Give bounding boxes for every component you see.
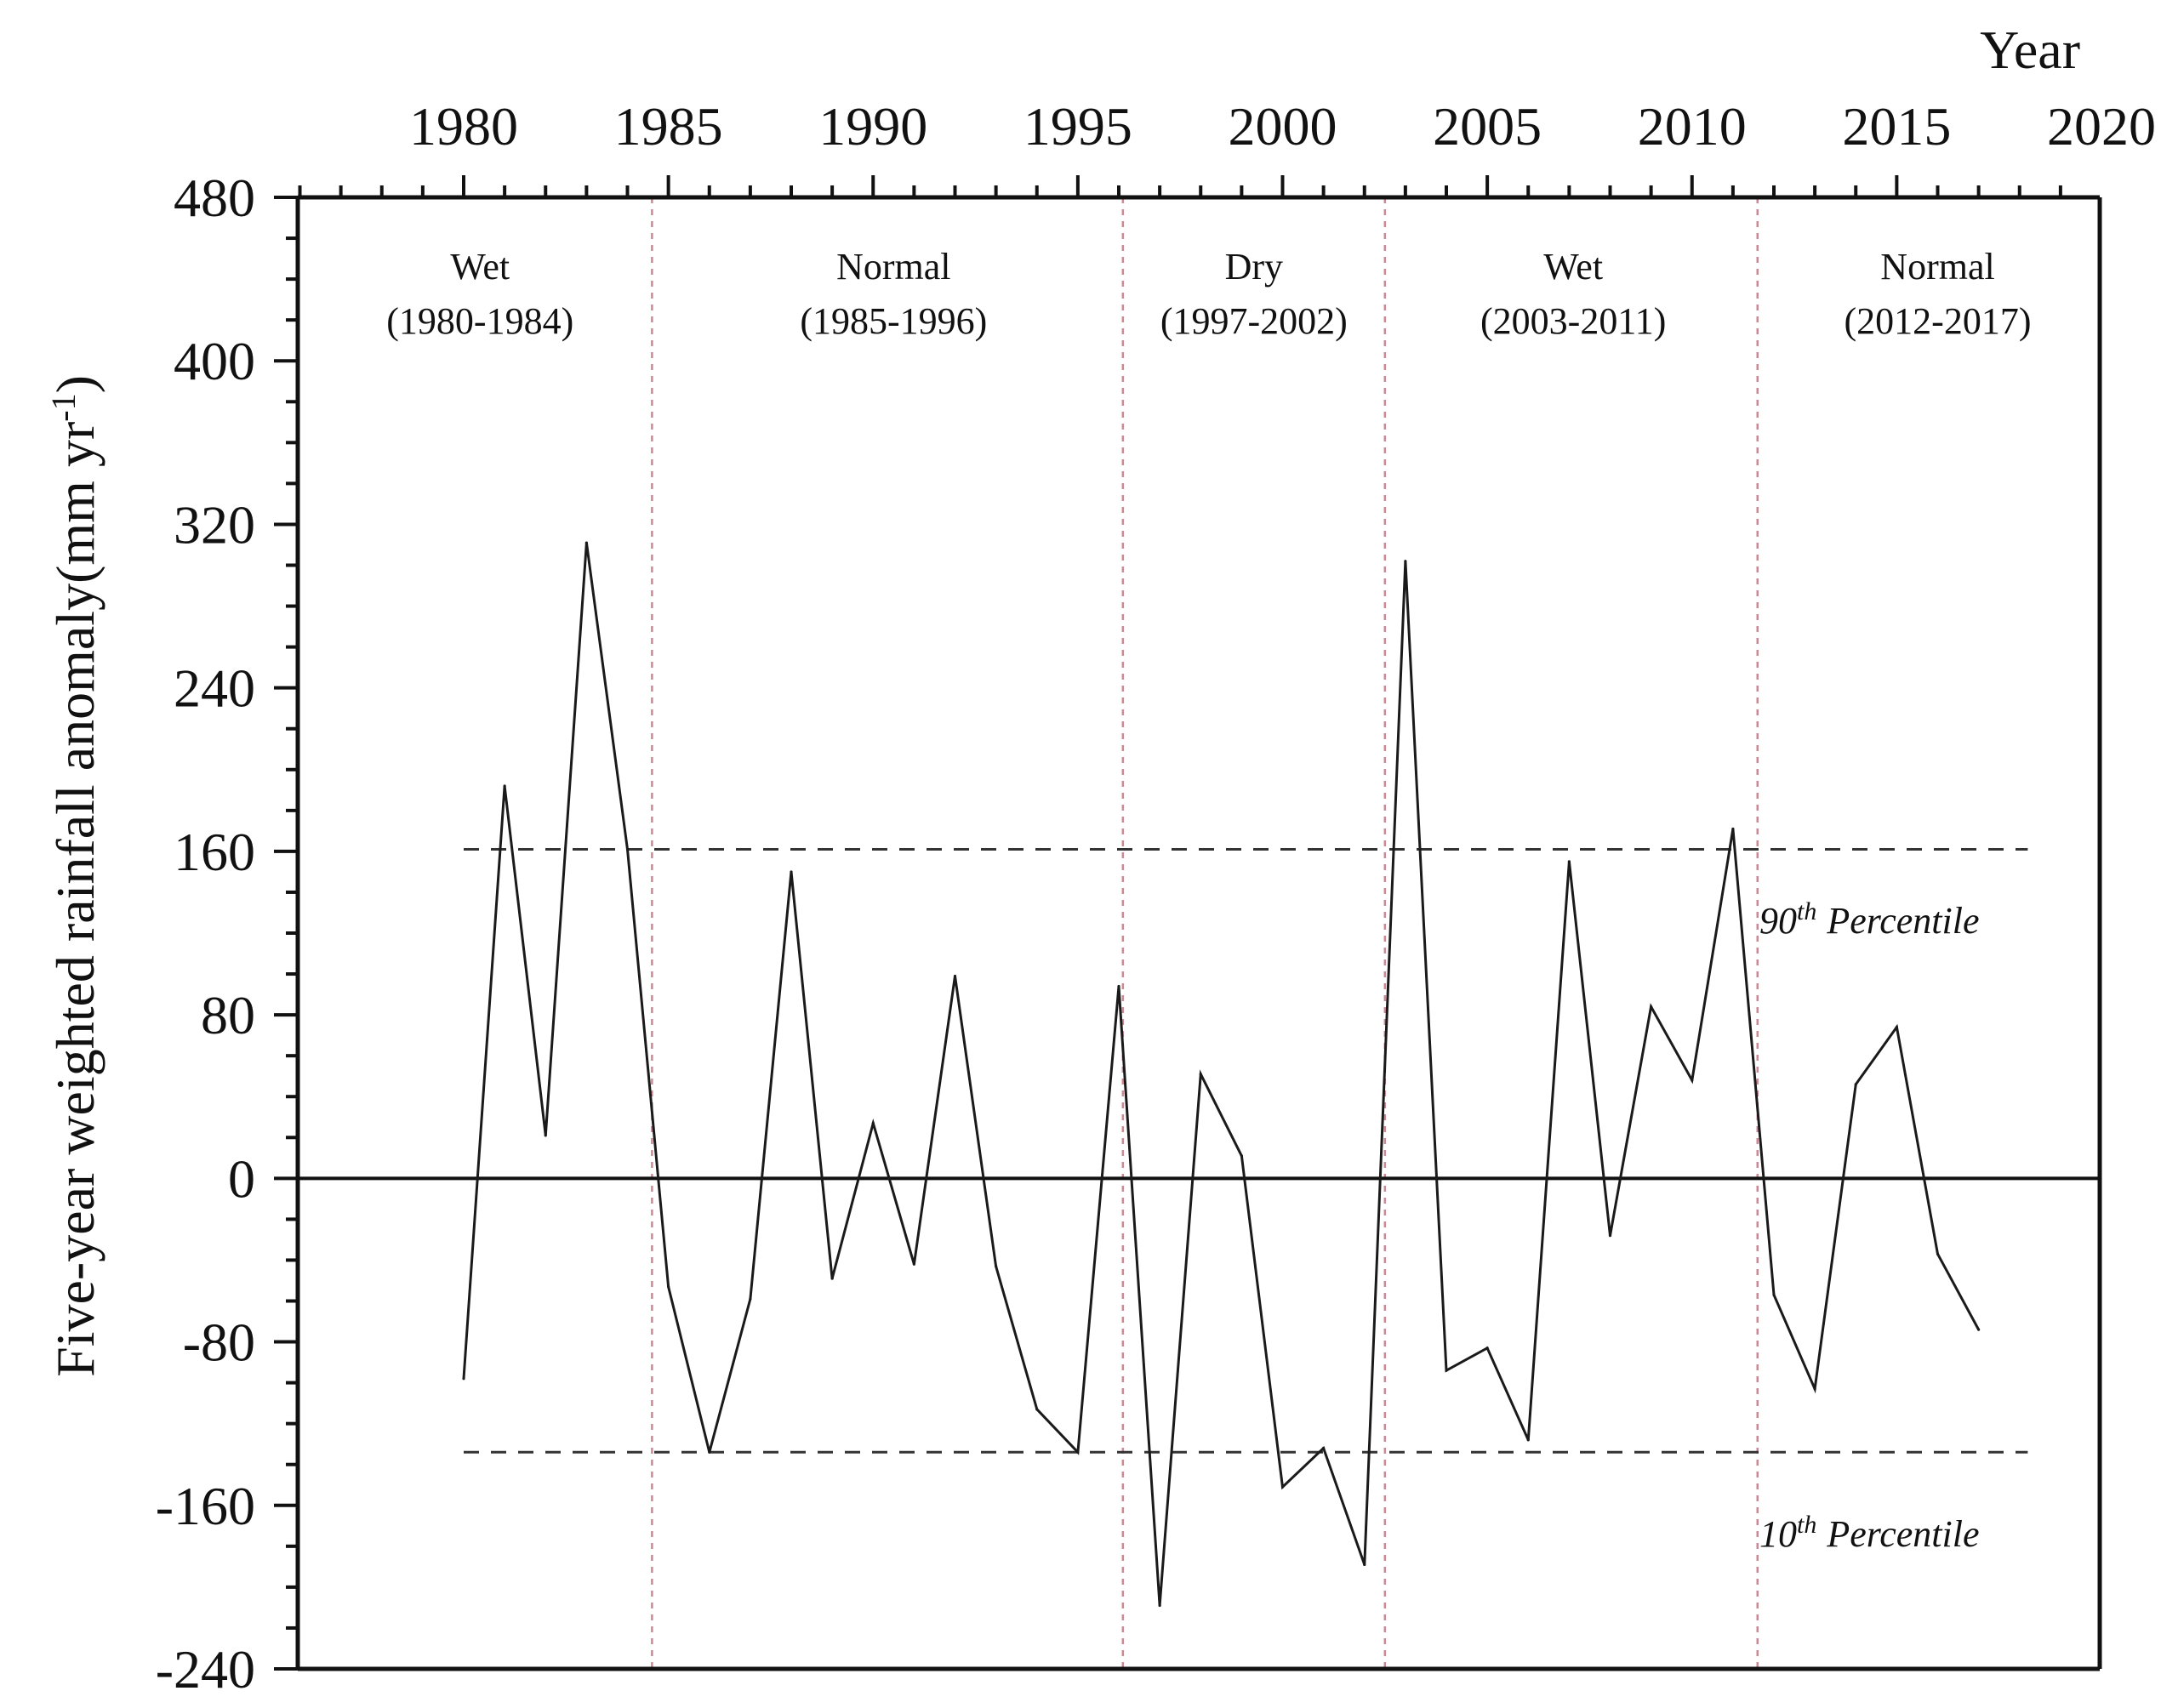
y-axis-title-close: ): [45, 375, 105, 393]
y-tick-label: -80: [183, 1312, 255, 1373]
data-point: [584, 541, 588, 544]
data-point: [1772, 1293, 1776, 1296]
data-point: [1813, 1387, 1816, 1391]
data-point: [749, 1297, 752, 1301]
data-point: [1977, 1328, 1981, 1331]
period-name-label: Normal: [1880, 246, 1994, 288]
data-point: [1240, 1154, 1243, 1158]
y-tick-label: 400: [174, 331, 255, 391]
data-point: [1650, 1005, 1653, 1009]
y-axis-title-main: Five-year weighted rainfall anomaly(mm y…: [45, 422, 105, 1377]
x-tick-label: 2020: [2047, 96, 2156, 157]
y-tick-label: 0: [228, 1148, 255, 1209]
data-point: [1445, 1369, 1448, 1372]
x-tick-label: 2005: [1433, 96, 1542, 157]
y-tick-label: -240: [156, 1639, 255, 1699]
y-tick-label: 80: [201, 985, 255, 1045]
ticks: 1980 1985 1990 1995 2000 2005 2010 2015 2020 480 4…: [156, 96, 2156, 1699]
data-point: [1363, 1563, 1366, 1567]
percentile-label-word: Percentile: [1826, 1513, 1979, 1555]
data-point: [1567, 860, 1571, 863]
y-axis-title-sup: -1: [44, 393, 83, 421]
period-boundaries: [651, 197, 1759, 1669]
data-point: [1895, 1025, 1898, 1029]
data-point: [503, 784, 506, 788]
series-group: [462, 541, 1981, 1608]
data-point: [462, 1377, 465, 1381]
data-point: [1526, 1438, 1530, 1442]
percentile-label-number: 10: [1759, 1513, 1797, 1555]
x-tick-label: 2010: [1638, 96, 1747, 157]
y-tick-label: -160: [156, 1476, 255, 1536]
period-range-label: (1980-1984): [386, 300, 573, 342]
y-tick-label: 320: [174, 494, 255, 555]
percentile-label: 90th Percentile: [1759, 897, 1980, 942]
y-tick-label: 240: [174, 658, 255, 719]
x-tick-label: 1995: [1023, 96, 1132, 157]
data-point: [790, 870, 793, 874]
data-point: [912, 1262, 915, 1266]
y-axis-title: Five-year weighted rainfall anomaly(mm y…: [44, 375, 106, 1377]
period-range-label: (1997-2002): [1160, 300, 1348, 342]
data-point: [953, 974, 957, 978]
data-point: [1404, 560, 1407, 563]
data-point: [667, 1285, 670, 1289]
data-point: [1731, 827, 1735, 831]
data-point: [708, 1450, 711, 1454]
data-point: [1158, 1603, 1161, 1608]
data-point: [1117, 984, 1120, 988]
data-point: [1485, 1346, 1489, 1350]
data-point: [1854, 1083, 1857, 1086]
data-point: [1280, 1485, 1285, 1489]
data-point: [1199, 1073, 1202, 1076]
period-name-label: Wet: [450, 246, 510, 288]
data-point: [544, 1134, 547, 1137]
period-name-label: Normal: [836, 246, 950, 288]
period-labels: Wet (1980-1984) Normal (1985-1996) Dry (1997-…: [386, 246, 2031, 342]
data-point: [1691, 1079, 1694, 1082]
x-tick-label: 2000: [1229, 96, 1337, 157]
period-range-label: (1985-1996): [800, 300, 987, 342]
x-tick-label: 2015: [1842, 96, 1951, 157]
data-point: [871, 1121, 875, 1125]
x-tick-label: 1980: [409, 96, 518, 157]
percentile-label: 10th Percentile: [1759, 1511, 1980, 1556]
data-point: [1608, 1234, 1612, 1238]
data-point: [1076, 1450, 1080, 1454]
period-range-label: (2012-2017): [1845, 300, 2032, 342]
percentile-label-suffix: th: [1797, 897, 1816, 925]
data-point: [995, 1265, 998, 1268]
x-tick-label: 1985: [614, 96, 723, 157]
period-name-label: Wet: [1543, 246, 1603, 288]
period-range-label: (2003-2011): [1480, 300, 1666, 342]
x-axis-title: Year: [1980, 20, 2080, 80]
data-point: [1936, 1252, 1940, 1255]
period-name-label: Dry: [1225, 246, 1283, 288]
x-tick-label: 1990: [818, 96, 927, 157]
data-point: [830, 1277, 834, 1280]
percentile-label-suffix: th: [1797, 1511, 1816, 1539]
percentile-label-word: Percentile: [1826, 900, 1979, 942]
data-point: [1322, 1446, 1326, 1450]
y-tick-label: 160: [174, 822, 255, 882]
percentile-label-number: 90: [1759, 900, 1797, 942]
data-point: [625, 847, 630, 851]
data-point: [1035, 1408, 1039, 1411]
y-tick-label: 480: [174, 168, 255, 228]
series-line: [462, 542, 1980, 1606]
